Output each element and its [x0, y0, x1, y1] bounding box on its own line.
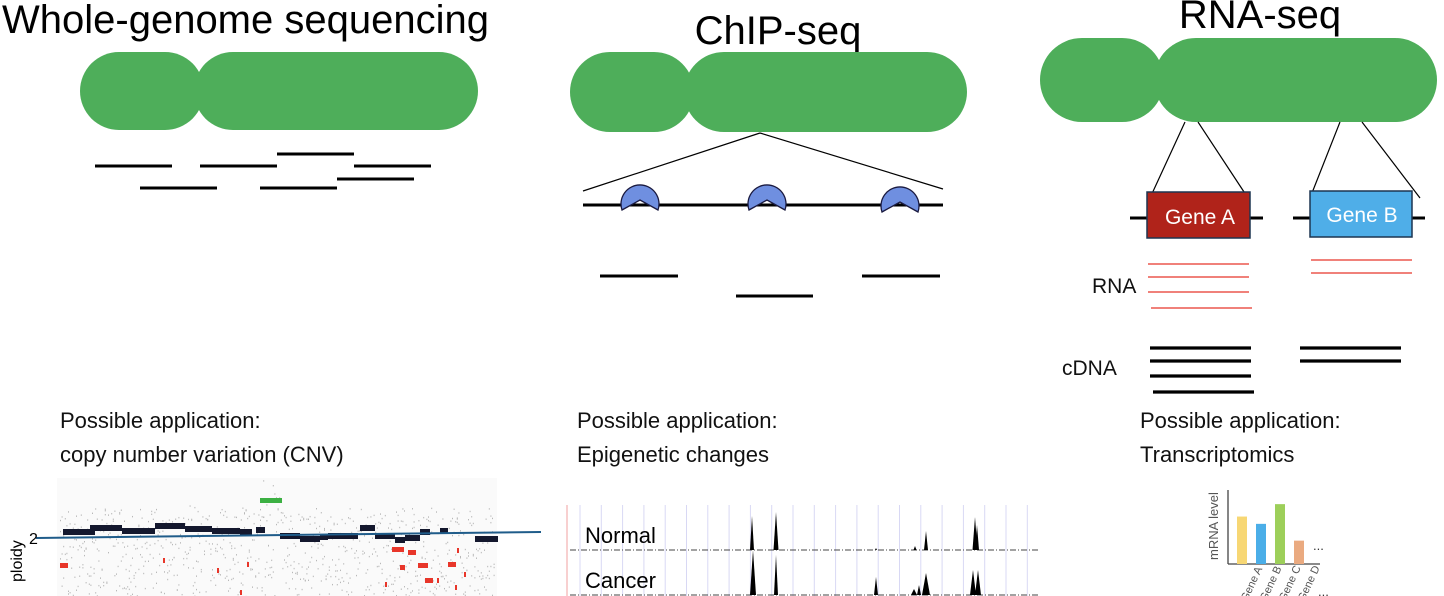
cnv-loss-segment: [455, 585, 457, 590]
cnv-segment: [256, 527, 265, 533]
chromosome-chip: [570, 52, 967, 132]
chip-zoom-lines: [582, 132, 944, 192]
wgs-application: copy number variation (CNV): [60, 442, 344, 467]
mrna-bar: [1294, 540, 1304, 564]
cnv-segment: [63, 529, 95, 535]
cnv-segment: [240, 529, 252, 535]
gene-a: Gene A: [1130, 191, 1263, 239]
cnv-loss-segment: [464, 572, 466, 577]
cnv-plot: 2 ploidy: [9, 478, 542, 596]
cnv-segment: [360, 525, 375, 531]
signal-peak: [970, 570, 976, 595]
mrna-bar: [1256, 523, 1266, 564]
chromosome-rna: [1040, 38, 1437, 122]
rna-title: RNA-seq: [1179, 0, 1341, 37]
signal-peak: [750, 516, 754, 550]
cnv-loss-segment: [457, 548, 459, 553]
cnv-segment: [395, 537, 405, 543]
ploidy-axis-label: ploidy: [9, 540, 26, 582]
rna-transcripts: [1148, 259, 1412, 309]
rna-application: Transcriptomics: [1140, 442, 1294, 467]
signal-peak: [913, 546, 917, 550]
signal-peak: [922, 573, 930, 595]
cnv-segment: [320, 534, 328, 540]
wgs-application-label: Possible application:: [60, 408, 261, 433]
signal-peak: [975, 570, 981, 595]
wgs-title: Whole-genome sequencing: [2, 0, 489, 42]
gene-b: Gene B: [1293, 190, 1425, 238]
mrna-bar: [1237, 516, 1247, 564]
cnv-loss-segment: [425, 578, 433, 583]
cnv-segment: [155, 523, 185, 529]
cnv-loss-segment: [392, 547, 404, 552]
signal-peak: [774, 555, 778, 595]
wgs-reads: [95, 152, 431, 190]
cnv-gain-segment: [260, 498, 282, 503]
cdna-label: cDNA: [1062, 357, 1117, 380]
rna-zoom-lines: [1149, 121, 1421, 199]
ploidy-reference-line: [35, 531, 542, 539]
dna-binding-proteins: [620, 184, 920, 213]
cnv-segment: [420, 529, 430, 535]
cnv-loss-segment: [437, 578, 439, 583]
more-labels-ellipsis: ...: [1318, 584, 1329, 596]
cnv-loss-segment: [448, 562, 456, 567]
signal-peak: [750, 550, 756, 595]
cnv-segment: [475, 536, 498, 542]
signal-peak: [975, 525, 979, 550]
cnv-segment: [440, 528, 448, 534]
signal-peak: [875, 548, 877, 550]
signal-peak: [924, 531, 928, 550]
cnv-segment: [122, 528, 155, 534]
track-gridlines: [579, 505, 1028, 596]
mrna-bar: [1275, 504, 1285, 564]
track-label-normal: Normal: [585, 523, 656, 548]
cnv-segment: [405, 535, 420, 541]
cnv-loss-segment: [247, 562, 249, 567]
cnv-loss-segment: [60, 563, 68, 568]
cnv-loss-segment: [240, 590, 242, 595]
gene-b-label: Gene B: [1326, 204, 1397, 227]
cnv-segment: [280, 533, 300, 539]
more-genes-ellipsis: ...: [1313, 538, 1324, 553]
chip-tracks: Normal Cancer: [566, 505, 1040, 596]
chromosome-wgs: [80, 52, 478, 130]
signal-peak: [773, 512, 779, 550]
signal-peak: [917, 585, 921, 595]
signal-peak: [874, 577, 878, 595]
rna-application-label: Possible application:: [1140, 408, 1341, 433]
chip-reads: [600, 274, 940, 298]
cnv-loss-segment: [408, 550, 416, 555]
cnv-segment: [300, 536, 320, 542]
rna-label: RNA: [1092, 275, 1136, 298]
chip-title: ChIP-seq: [695, 9, 862, 53]
signal-peak: [911, 589, 917, 595]
ploidy-tick: 2: [29, 531, 38, 548]
cnv-loss-segment: [400, 565, 405, 570]
gene-a-label: Gene A: [1165, 206, 1235, 229]
cnv-segment: [328, 533, 358, 539]
cnv-loss-segment: [385, 582, 387, 587]
cnv-segment: [375, 533, 395, 539]
cnv-segment: [185, 526, 212, 532]
chip-application-label: Possible application:: [577, 408, 778, 433]
cnv-segment: [212, 528, 240, 534]
track-label-cancer: Cancer: [585, 568, 656, 593]
cnv-loss-segment: [163, 558, 165, 563]
cnv-segment: [90, 525, 122, 531]
cdna-strands: [1150, 346, 1401, 394]
mrna-ylabel: mRNA level: [1206, 492, 1221, 560]
cnv-segments: [60, 498, 498, 595]
cnv-loss-segment: [217, 568, 219, 573]
track-peaks: [750, 512, 981, 595]
cnv-loss-segment: [418, 563, 428, 568]
chip-application: Epigenetic changes: [577, 442, 769, 467]
